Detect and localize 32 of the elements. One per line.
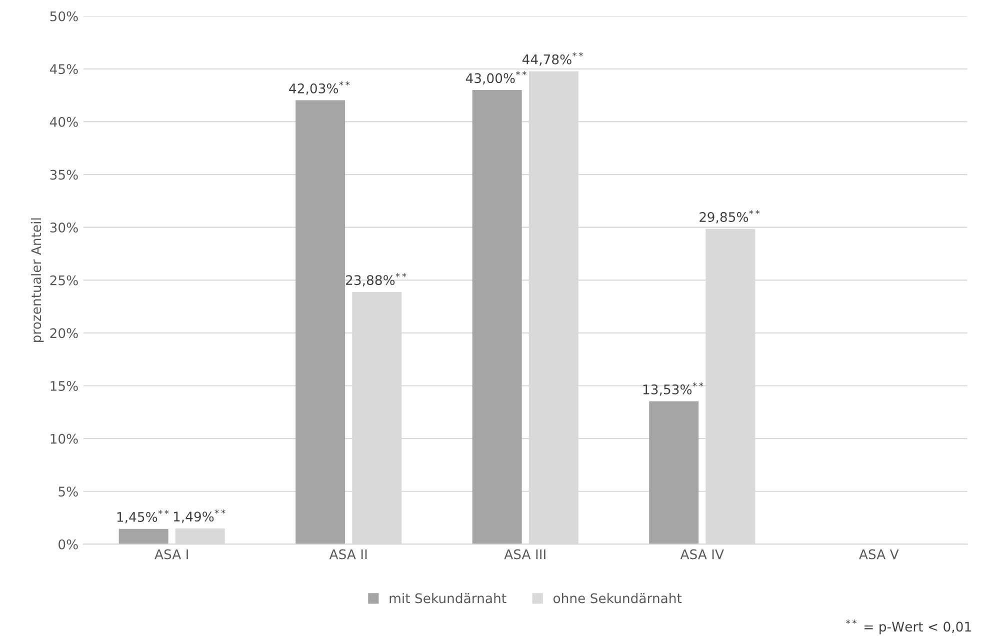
x-tick-label: ASA II — [329, 549, 367, 560]
bar — [296, 100, 346, 544]
data-label: 44,78%$^{**}$ — [522, 52, 583, 66]
x-tick-label: ASA I — [154, 549, 188, 560]
data-label: 42,03%$^{**}$ — [289, 81, 350, 95]
y-tick-label: 5% — [58, 486, 78, 497]
x-tick-label: ASA III — [504, 549, 546, 560]
x-tick-label: ASA V — [859, 549, 899, 560]
text: $^{**}$ = p-Wert < 0,01 — [846, 620, 971, 634]
data-label: 1,45%$^{**}$ — [117, 510, 169, 524]
y-tick-label: 25% — [50, 275, 78, 286]
legend-label: mit Sekundärnaht — [390, 593, 506, 604]
y-tick-label: 30% — [50, 222, 78, 233]
bar — [472, 90, 522, 544]
y-axis-title: prozentualer Anteil — [30, 218, 44, 342]
y-tick-label: 50% — [50, 11, 78, 22]
bar — [118, 528, 168, 544]
y-tick-label: 10% — [50, 434, 78, 444]
data-label: 1,49%$^{**}$ — [174, 509, 226, 523]
data-label: 13,53%$^{**}$ — [643, 382, 704, 396]
y-tick-label: 45% — [50, 64, 78, 74]
data-label: 23,88%$^{**}$ — [346, 272, 406, 286]
legend-label: ohne Sekundärnaht — [553, 593, 682, 604]
y-tick-label: 35% — [50, 170, 78, 180]
y-tick-label: 40% — [50, 116, 78, 127]
y-tick-label: 0% — [58, 539, 78, 550]
data-label: 29,85%$^{**}$ — [700, 210, 760, 224]
y-tick-label: 20% — [50, 328, 78, 338]
data-label: 43,00%$^{**}$ — [466, 71, 526, 84]
x-tick-label: ASA IV — [680, 549, 724, 560]
y-tick-label: 15% — [50, 380, 78, 391]
bar — [649, 401, 699, 544]
